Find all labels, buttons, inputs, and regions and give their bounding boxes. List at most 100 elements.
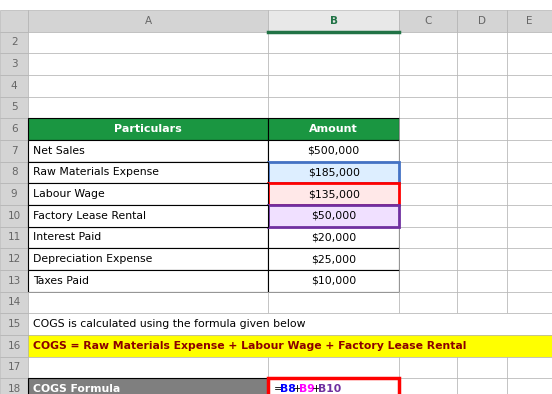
Text: B9: B9 [299,384,315,394]
Text: B10: B10 [318,384,342,394]
Text: $10,000: $10,000 [311,276,356,286]
Bar [399,53,457,75]
Bar [268,32,399,53]
Bar [0,162,28,183]
Bar [28,378,268,394]
Bar [457,183,507,205]
Bar [457,10,507,32]
Bar [507,97,552,118]
Bar [399,183,457,205]
Bar [268,97,399,118]
Text: Particulars: Particulars [114,124,182,134]
Bar [457,140,507,162]
Bar [399,97,457,118]
Text: Raw Materials Expense: Raw Materials Expense [33,167,158,177]
Bar [507,32,552,53]
Bar [507,183,552,205]
Bar [507,162,552,183]
Bar [399,162,457,183]
Text: Interest Paid: Interest Paid [33,232,101,242]
Bar [268,248,399,270]
Text: +: + [293,384,302,394]
Bar [507,118,552,140]
Bar [0,378,28,394]
Bar [268,357,399,378]
Text: A: A [145,16,152,26]
Bar [28,10,268,32]
Bar [507,10,552,32]
Text: COGS Formula: COGS Formula [33,384,120,394]
Bar [457,292,507,313]
Bar [28,227,268,248]
Text: E: E [526,16,533,26]
Bar [457,75,507,97]
Bar [399,248,457,270]
Text: 4: 4 [10,81,18,91]
Bar [0,75,28,97]
Bar [28,205,268,227]
Bar [457,378,507,394]
Bar [0,248,28,270]
Text: 17: 17 [7,362,21,372]
Text: $135,000: $135,000 [307,189,360,199]
Bar [28,162,268,183]
Bar [28,335,552,357]
Bar [0,32,28,53]
Bar [268,118,399,140]
Bar [28,162,268,183]
Bar [28,205,268,227]
Text: +: + [312,384,321,394]
Text: $185,000: $185,000 [307,167,360,177]
Bar [0,118,28,140]
Text: 2: 2 [10,37,18,47]
Bar [399,10,457,32]
Text: 11: 11 [7,232,21,242]
Text: $500,000: $500,000 [307,146,360,156]
Bar [399,378,457,394]
Bar [507,75,552,97]
Bar [0,140,28,162]
Text: $20,000: $20,000 [311,232,356,242]
Text: 16: 16 [7,341,21,351]
Text: 18: 18 [7,384,21,394]
Bar [399,32,457,53]
Bar [28,183,268,205]
Bar [268,205,399,227]
Text: COGS = Raw Materials Expense + Labour Wage + Factory Lease Rental: COGS = Raw Materials Expense + Labour Wa… [33,341,466,351]
Bar [399,140,457,162]
Bar [268,292,399,313]
Text: 7: 7 [10,146,18,156]
Bar [399,292,457,313]
Text: 12: 12 [7,254,21,264]
Bar [457,270,507,292]
Text: 6: 6 [10,124,18,134]
Bar [0,227,28,248]
Text: Depreciation Expense: Depreciation Expense [33,254,152,264]
Text: C: C [424,16,432,26]
Text: Raw Materials Expense: Raw Materials Expense [33,167,158,177]
Bar [0,357,28,378]
Bar [399,357,457,378]
Bar [507,270,552,292]
Text: B8: B8 [280,384,296,394]
Bar [457,53,507,75]
Text: 5: 5 [10,102,18,112]
Bar [28,270,268,292]
Bar [507,378,552,394]
Text: COGS is calculated using the formula given below: COGS is calculated using the formula giv… [33,319,305,329]
Bar [28,53,268,75]
Text: $135,000: $135,000 [307,189,360,199]
Bar [0,292,28,313]
Text: =: = [274,384,283,394]
Text: 13: 13 [7,276,21,286]
Bar [28,32,268,53]
Bar [507,248,552,270]
Bar [457,162,507,183]
Bar [268,162,399,183]
Text: B: B [330,16,338,26]
Text: $50,000: $50,000 [311,211,356,221]
Bar [28,97,268,118]
Text: 15: 15 [7,319,21,329]
Bar [507,53,552,75]
Bar [457,248,507,270]
